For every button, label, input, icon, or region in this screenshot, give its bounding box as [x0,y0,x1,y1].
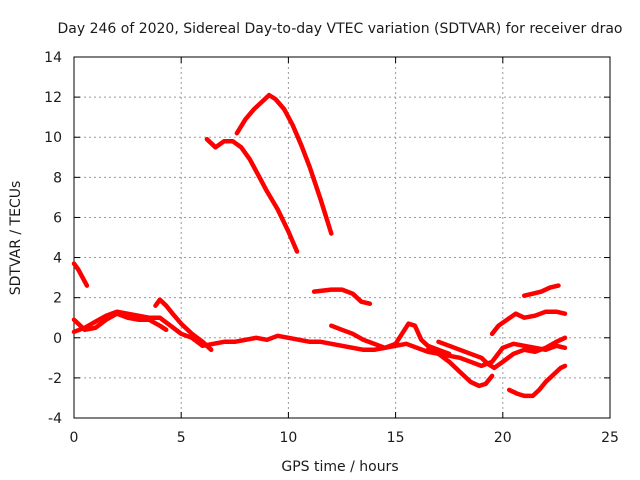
y-axis-tick-labels: -4 -2 0 2 4 6 8 10 12 14 [44,50,62,427]
data-series [71,92,568,399]
x-axis-tick-labels: 0 5 10 15 20 25 [70,430,619,446]
x-tick-label: 25 [601,430,619,446]
series-arc-10 [436,335,568,371]
series-arc-9 [425,347,495,389]
series-arc-2 [71,309,568,369]
series-arc-1 [71,261,90,288]
y-tick-label: 0 [53,331,62,347]
y-tick-label: 8 [53,170,62,186]
y-axis-label: SDTVAR / TECUs [8,181,24,296]
grid-lines [74,57,610,418]
axis-ticks [73,56,611,419]
x-tick-label: 20 [494,430,512,446]
y-tick-label: 14 [44,50,62,66]
y-tick-label: 4 [53,251,62,267]
x-tick-label: 0 [70,430,79,446]
x-tick-label: 10 [279,430,297,446]
series-arc-12 [506,363,568,399]
y-tick-label: 12 [44,90,62,106]
series-arc-6 [234,92,334,236]
series-arc-4 [153,297,214,353]
series-arc-5 [204,136,300,254]
series-arc-8 [329,321,452,357]
series-arc-7 [311,287,373,306]
x-axis-label: GPS time / hours [281,459,398,475]
y-tick-label: -4 [48,411,62,427]
chart-title: Day 246 of 2020, Sidereal Day-to-day VTE… [57,21,622,37]
y-tick-label: 6 [53,210,62,226]
series-arc-3 [71,311,169,333]
x-tick-label: 5 [177,430,186,446]
series-arc-13 [521,283,561,298]
y-tick-label: 2 [53,291,62,307]
y-tick-label: 10 [44,130,62,146]
series-arc-11 [489,309,568,337]
x-tick-label: 15 [387,430,405,446]
plot-area-frame [73,56,611,419]
y-tick-label: -2 [48,371,62,387]
